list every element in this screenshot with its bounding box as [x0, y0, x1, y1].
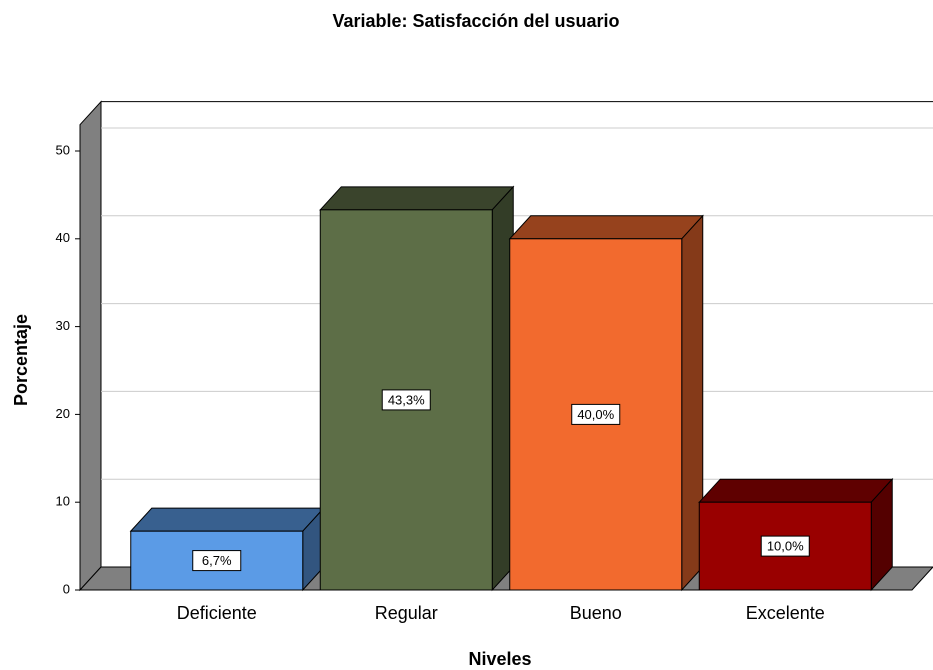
y-tick-label: 40	[56, 230, 70, 245]
y-tick-label: 20	[56, 406, 70, 421]
bar-top	[129, 507, 325, 532]
bar-top	[319, 186, 515, 211]
y-tick-label: 50	[56, 142, 70, 157]
value-label-box	[192, 550, 242, 572]
bar-top	[698, 478, 894, 503]
chart-title: Variable: Satisfacción del usuario	[332, 11, 619, 31]
y-tick-label: 30	[56, 318, 70, 333]
value-label-box	[760, 535, 810, 557]
left-wall	[79, 100, 102, 592]
y-tick-label: 0	[63, 581, 70, 596]
x-tick-label: Deficiente	[177, 603, 257, 623]
value-label: 10,0%	[767, 539, 804, 554]
value-label-box	[381, 389, 431, 411]
value-label: 40,0%	[577, 407, 614, 422]
y-axis-title: Porcentaje	[11, 314, 31, 406]
value-label: 43,3%	[388, 392, 425, 407]
x-tick-label: Excelente	[746, 603, 825, 623]
bar-top	[508, 215, 704, 240]
value-label-box	[571, 403, 621, 425]
x-axis-title: Niveles	[468, 649, 531, 669]
x-tick-label: Bueno	[570, 603, 622, 623]
value-label: 6,7%	[202, 553, 232, 568]
x-tick-label: Regular	[375, 603, 438, 623]
y-tick-label: 10	[56, 494, 70, 509]
